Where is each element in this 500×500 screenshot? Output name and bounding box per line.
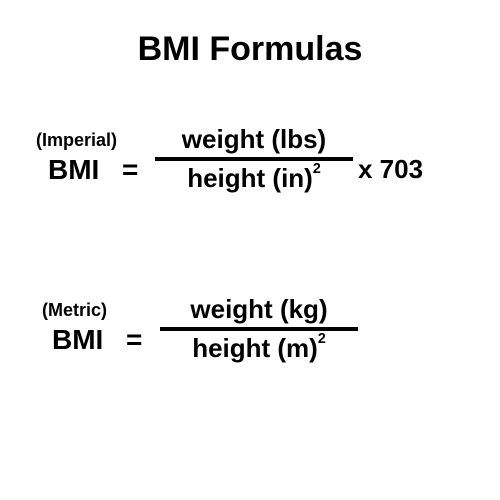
denominator-exponent-metric: 2 [318, 331, 326, 347]
numerator-metric: weight (kg) [184, 294, 333, 325]
equals-metric: = [126, 324, 142, 356]
numerator-imperial: weight (lbs) [176, 124, 332, 155]
denominator-base-metric: height (m) [192, 333, 318, 363]
denominator-imperial: height (in)2 [181, 163, 327, 194]
fraction-imperial: weight (lbs) height (in)2 [155, 124, 353, 194]
fraction-metric: weight (kg) height (m)2 [160, 294, 358, 364]
lhs-imperial: BMI [48, 154, 99, 186]
denominator-base-imperial: height (in) [187, 163, 313, 193]
fraction-line-metric [160, 327, 358, 331]
equals-imperial: = [122, 154, 138, 186]
system-label-imperial: (Imperial) [36, 130, 117, 151]
lhs-metric: BMI [52, 324, 103, 356]
multiplier-imperial: x 703 [358, 154, 423, 185]
denominator-exponent-imperial: 2 [313, 161, 321, 177]
denominator-metric: height (m)2 [186, 333, 332, 364]
page-title: BMI Formulas [0, 30, 500, 69]
system-label-metric: (Metric) [42, 300, 107, 321]
fraction-line-imperial [155, 157, 353, 161]
